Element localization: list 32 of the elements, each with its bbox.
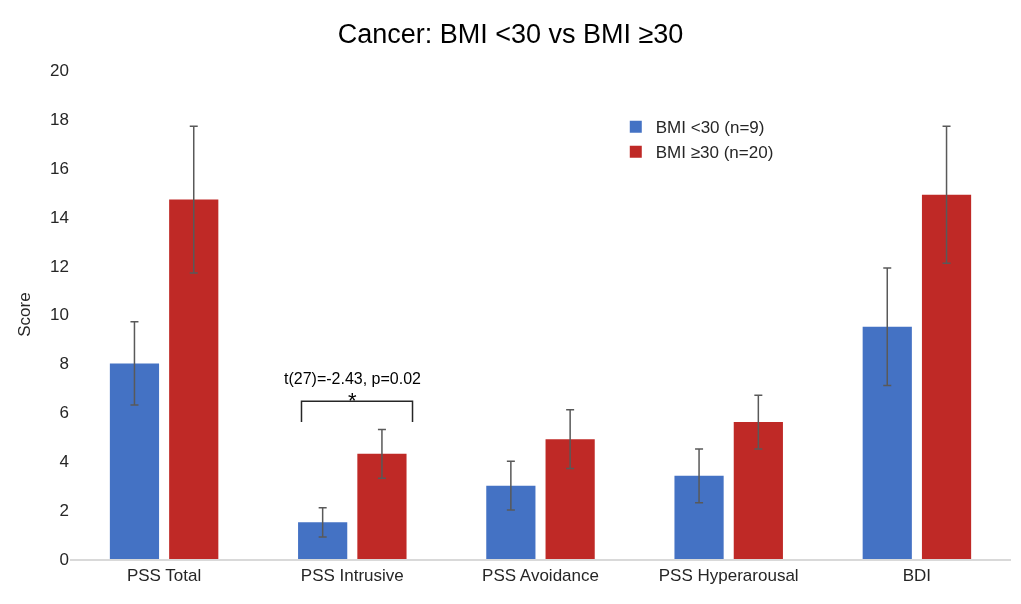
y-tick-label: 12 bbox=[50, 256, 69, 276]
x-tick-label: BDI bbox=[902, 566, 932, 586]
y-tick-label: 14 bbox=[50, 207, 69, 227]
y-tick-label: 20 bbox=[50, 60, 69, 80]
annotation: * bbox=[348, 388, 357, 413]
y-tick-label: 6 bbox=[59, 403, 69, 423]
y-tick-label: 10 bbox=[50, 305, 69, 325]
y-tick-label: 18 bbox=[50, 109, 69, 129]
x-tick-label: PSS Avoidance bbox=[482, 566, 599, 586]
y-tick-label: 8 bbox=[59, 354, 69, 374]
bar bbox=[298, 522, 348, 559]
bar bbox=[862, 326, 912, 559]
bar bbox=[169, 199, 219, 559]
x-tick-label: PSS Total bbox=[126, 566, 202, 586]
y-tick-label: 16 bbox=[50, 158, 69, 178]
x-tick-label: PSS Intrusive bbox=[300, 566, 404, 586]
legend-label: BMI <30 (n=9) bbox=[655, 118, 765, 138]
bar bbox=[109, 363, 160, 559]
x-tick-label: PSS Hyperarousal bbox=[658, 566, 799, 586]
y-tick-label: 0 bbox=[59, 549, 69, 569]
y-axis-title: Score bbox=[14, 292, 34, 337]
bar bbox=[357, 453, 407, 559]
annotation: t(27)=-2.43, p=0.02 bbox=[284, 370, 422, 387]
bar bbox=[545, 439, 595, 559]
bar bbox=[486, 485, 536, 559]
chart-title: Cancer: BMI <30 vs BMI ≥30 bbox=[337, 19, 684, 50]
bar bbox=[921, 194, 972, 559]
legend-label: BMI ≥30 (n=20) bbox=[655, 143, 774, 163]
y-tick-label: 2 bbox=[59, 501, 69, 521]
bar bbox=[733, 422, 783, 559]
bar bbox=[674, 475, 724, 559]
y-tick-label: 4 bbox=[59, 452, 69, 472]
